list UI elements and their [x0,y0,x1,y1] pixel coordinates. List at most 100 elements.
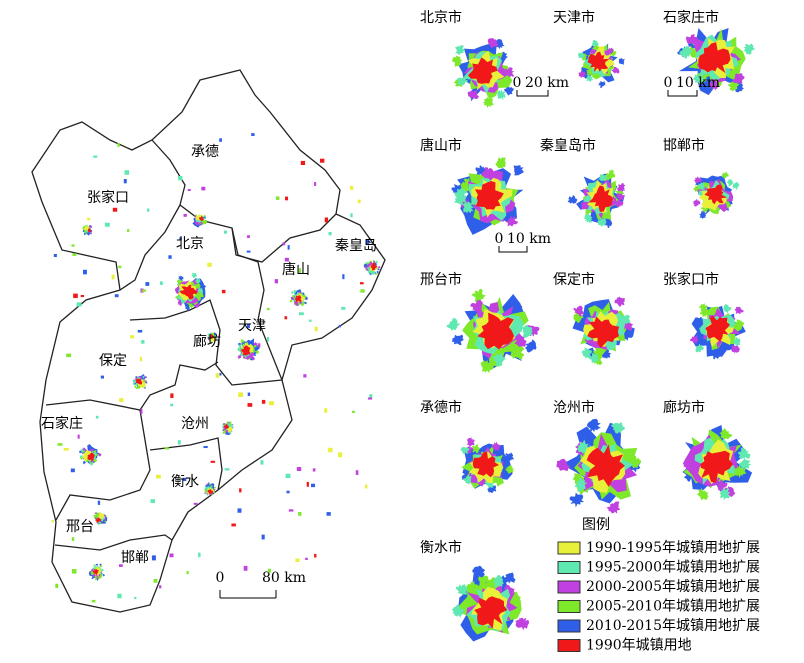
urban-patch [209,334,214,339]
urban-speck [306,481,309,487]
urban-patch [730,345,740,354]
urban-patch [196,223,199,226]
urban-speck [119,398,124,403]
urban-speck [312,468,316,472]
urban-patch [607,47,614,55]
urban-speck [247,403,253,407]
urban-patch [203,214,206,217]
urban-speck [287,245,290,250]
urban-speck [308,319,312,322]
urban-patch [733,337,741,346]
urban-speck [223,430,226,433]
panel-title: 天津市 [553,9,595,26]
panel-title: 北京市 [420,9,462,26]
urban-patch [228,421,230,424]
urban-patch [504,452,514,462]
urban-patch [586,418,601,433]
urban-patch [202,216,205,218]
urban-speck [223,230,227,234]
urban-patch [695,343,704,353]
urban-patch [607,169,616,179]
urban-speck [201,186,206,191]
urban-patch [239,352,243,357]
urban-patch [135,378,143,385]
urban-speck [355,470,359,475]
urban-patch [578,70,586,78]
urban-patch [587,51,610,72]
legend-label: 2000-2005年城镇用地扩展 [586,579,760,595]
urban-patch [94,578,98,581]
urban-speck [150,499,155,504]
urban-patch [478,575,490,587]
urban-patch [614,296,625,307]
urban-patch [102,574,105,577]
urban-patch [589,352,600,364]
urban-patch [84,231,86,234]
urban-patch [375,260,379,264]
urban-patch [505,215,519,227]
urban-patch [598,174,608,182]
urban-speck [238,392,243,398]
urban-patch [214,486,217,489]
urban-patch [620,314,631,325]
urban-patch [567,194,578,204]
urban-speck [341,306,346,310]
region-label: 秦皇岛 [335,238,377,254]
boundary [45,361,219,411]
scale-label: 10 km [676,75,720,91]
urban-patch [132,382,136,386]
urban-patch [466,437,476,447]
urban-speck [66,353,72,358]
urban-speck [261,534,265,540]
urban-patch [212,333,215,335]
urban-patch [710,349,720,360]
urban-speck [224,468,230,471]
region-label: 张家口 [87,189,129,206]
urban-patch [513,165,524,176]
urban-patch [205,493,209,495]
urban-speck [83,269,87,275]
urban-patch [719,486,731,501]
urban-speck [51,520,54,523]
urban-patch [364,266,367,269]
panel-title: 张家口市 [663,271,719,288]
urban-patch [463,475,472,485]
urban-speck [219,138,222,142]
urban-patch [191,272,197,279]
urban-speck [186,571,189,575]
urban-patch [617,183,626,193]
region-label: 承德 [191,144,219,160]
urban-speck [286,490,290,494]
urban-speck [260,460,264,465]
urban-patch [213,488,216,491]
scale-label: 0 [495,231,504,247]
urban-patch [451,604,465,618]
urban-speck [314,326,318,332]
urban-speck [305,557,308,561]
urban-patch [139,375,143,379]
urban-patch [214,335,216,337]
urban-patch [94,517,97,519]
urban-speck [298,512,302,516]
region-label: 石家庄 [41,415,83,432]
urban-patch [102,521,104,524]
urban-speck [124,170,130,175]
panel-title: 石家庄市 [663,9,719,26]
urban-patch [474,181,504,210]
urban-patch [455,45,466,55]
urban-speck [119,564,123,567]
urban-speck [97,500,101,505]
region-label: 衡水 [171,474,199,490]
urban-speck [324,217,329,223]
urban-patch [93,564,96,568]
urban-speck [267,568,271,573]
urban-speck [140,408,143,414]
urban-speck [111,274,115,280]
province-outline [31,69,386,613]
urban-speck [139,356,143,362]
panel-title: 邯郸市 [663,137,705,154]
scale-label: 0 [513,75,522,91]
urban-patch [207,489,214,495]
urban-speck [179,237,182,241]
